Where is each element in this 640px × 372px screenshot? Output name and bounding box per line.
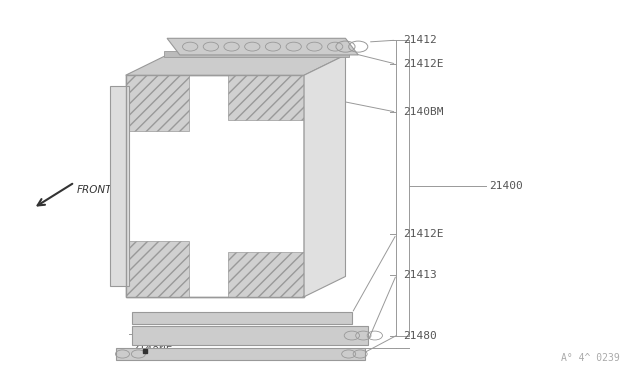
Polygon shape: [125, 75, 304, 297]
Polygon shape: [125, 75, 189, 131]
Polygon shape: [132, 311, 352, 324]
Polygon shape: [164, 51, 349, 57]
Polygon shape: [125, 241, 189, 297]
Text: 21412E: 21412E: [403, 59, 444, 69]
Text: A° 4^ 0239: A° 4^ 0239: [561, 353, 620, 363]
Polygon shape: [167, 38, 358, 55]
Polygon shape: [132, 326, 368, 345]
Polygon shape: [116, 349, 365, 359]
Polygon shape: [228, 253, 304, 297]
Polygon shape: [125, 55, 346, 75]
Text: FRONT: FRONT: [77, 185, 112, 195]
Text: 2140BM: 2140BM: [403, 107, 444, 117]
Polygon shape: [304, 55, 346, 297]
Text: 21480: 21480: [403, 331, 436, 340]
Text: 21400: 21400: [489, 181, 523, 191]
Polygon shape: [228, 75, 304, 119]
Text: 21412: 21412: [403, 35, 436, 45]
Text: 21413: 21413: [403, 270, 436, 280]
Text: 21412E: 21412E: [403, 229, 444, 239]
Polygon shape: [109, 86, 129, 286]
Text: 21480E: 21480E: [132, 343, 173, 353]
